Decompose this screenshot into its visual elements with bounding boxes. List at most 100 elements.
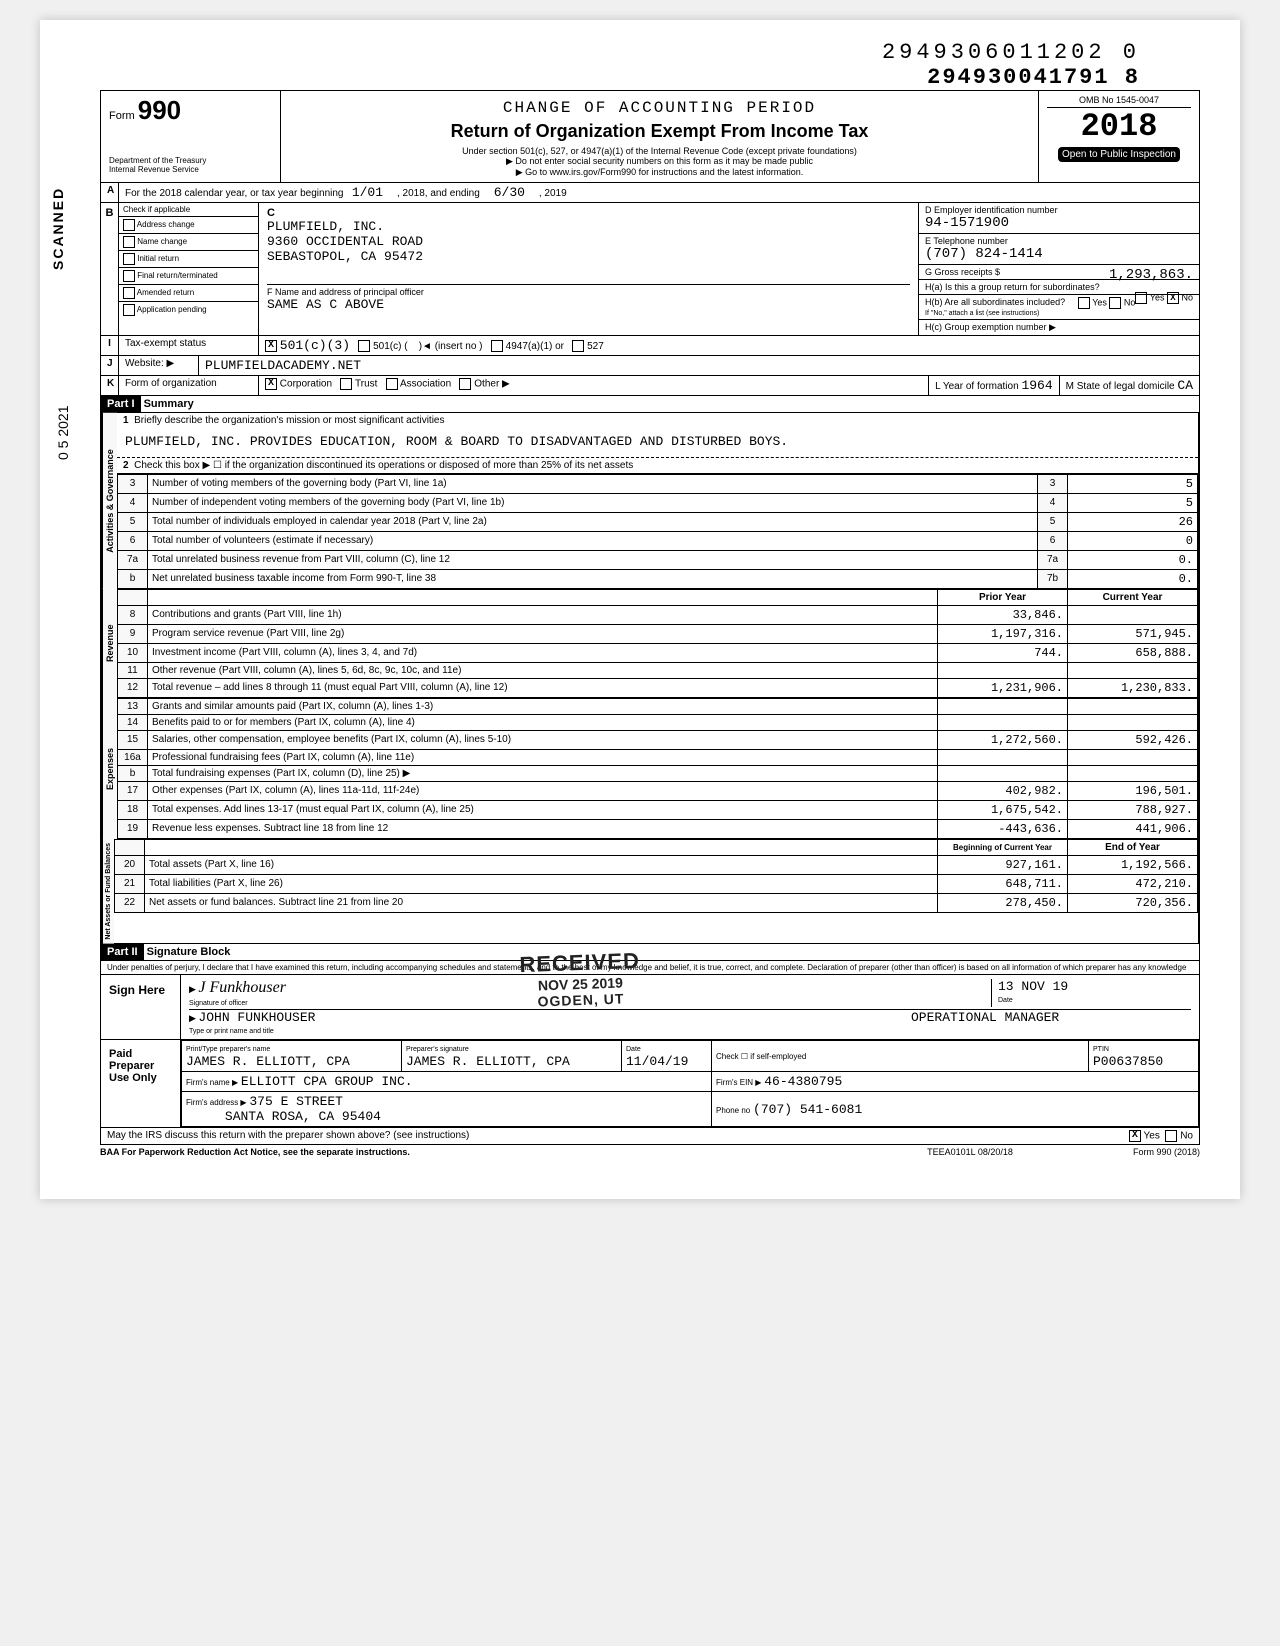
check-final[interactable]: Final return/terminated xyxy=(119,268,258,285)
paid-preparer-row: Paid Preparer Use Only Print/Type prepar… xyxy=(101,1040,1199,1127)
net-assets-group: Net Assets or Fund Balances Beginning of… xyxy=(101,839,1199,944)
discuss-no[interactable] xyxy=(1165,1130,1177,1142)
barcode-1: 2949306011202 0 xyxy=(100,40,1140,65)
g-label: G Gross receipts $ xyxy=(925,267,1000,277)
line-i: I Tax-exempt status X 501(c)(3) 501(c) (… xyxy=(100,336,1200,356)
revenue-vert-label: Revenue xyxy=(102,589,117,698)
check-if-applicable: Check if applicable Address change Name … xyxy=(119,203,259,335)
line-a-year2: , 2019 xyxy=(539,188,567,199)
gross-receipts-row: G Gross receipts $ 1,293,863. xyxy=(919,265,1199,280)
end-year-header: End of Year xyxy=(1068,839,1198,855)
line2-text: Check this box ▶ ☐ if the organization d… xyxy=(134,460,633,471)
tax-year-begin: 1/01 xyxy=(352,185,383,200)
barcode-numbers: 2949306011202 0 294930041791 8 xyxy=(100,40,1200,90)
hb-label: H(b) Are all subordinates included? xyxy=(925,297,1065,307)
check-amended[interactable]: Amended return xyxy=(119,285,258,302)
side-date-stamp: 0 5 2021 xyxy=(55,406,71,461)
e-label: E Telephone number xyxy=(925,236,1008,246)
form-990-page: SCANNED 0 5 2021 2949306011202 0 2949300… xyxy=(40,20,1240,1199)
begin-year-header: Beginning of Current Year xyxy=(938,839,1068,855)
subtitle-1: Under section 501(c), 527, or 4947(a)(1)… xyxy=(289,146,1030,156)
revenue-table: Prior Year Current Year 8Contributions a… xyxy=(117,589,1198,698)
accounting-period: CHANGE OF ACCOUNTING PERIOD xyxy=(289,99,1030,117)
line-a-letter: A xyxy=(101,183,119,202)
sig-date: 13 NOV 19 xyxy=(998,979,1068,994)
officer-sign-area: ▶ J Funkhouser Signature of officer 13 N… xyxy=(181,975,1199,1039)
corp-checkbox[interactable]: X xyxy=(265,378,277,390)
current-year-header: Current Year xyxy=(1068,589,1198,605)
ha-label: H(a) Is this a group return for subordin… xyxy=(925,282,1100,292)
form-org-options: X Corporation Trust Association Other ▶ xyxy=(259,376,928,395)
tax-exempt-options: X 501(c)(3) 501(c) ( )◄ (insert no ) 494… xyxy=(259,336,1199,355)
tax-year: 2018 xyxy=(1047,108,1191,145)
part-i-title: Summary xyxy=(144,398,194,410)
website-value: PLUMFIELDACADEMY.NET xyxy=(199,356,1199,375)
header-center: CHANGE OF ACCOUNTING PERIOD Return of Or… xyxy=(281,91,1039,182)
sign-here-row: Sign Here ▶ J Funkhouser Signature of of… xyxy=(101,975,1199,1040)
org-addr2: SEBASTOPOL, CA 95472 xyxy=(267,249,423,264)
mission-text: PLUMFIELD, INC. PROVIDES EDUCATION, ROOM… xyxy=(117,428,1198,458)
date-label: Date xyxy=(998,997,1013,1004)
line-a: A For the 2018 calendar year, or tax yea… xyxy=(100,183,1200,203)
form-label: Form xyxy=(109,110,135,122)
check-pending[interactable]: Application pending xyxy=(119,302,258,318)
website-label: Website: ▶ xyxy=(119,356,199,375)
discuss-yes[interactable]: X xyxy=(1129,1130,1141,1142)
check-address[interactable]: Address change xyxy=(119,217,258,234)
ein-row: D Employer identification number 94-1571… xyxy=(919,203,1199,234)
phone-value: (707) 824-1414 xyxy=(925,246,1043,262)
expenses-group: Expenses 13Grants and similar amounts pa… xyxy=(101,698,1199,839)
section-b: B Check if applicable Address change Nam… xyxy=(100,203,1200,336)
footer-row: BAA For Paperwork Reduction Act Notice, … xyxy=(100,1145,1200,1159)
paid-preparer-body: Print/Type preparer's nameJAMES R. ELLIO… xyxy=(181,1040,1199,1127)
teea-text: TEEA0101L 08/20/18 xyxy=(880,1147,1060,1157)
revenue-group: Revenue Prior Year Current Year 8Contrib… xyxy=(101,589,1199,698)
discuss-text: May the IRS discuss this return with the… xyxy=(101,1128,1123,1144)
form-org-label: Form of organization xyxy=(119,376,259,395)
check-name[interactable]: Name change xyxy=(119,234,258,251)
mission-label: Briefly describe the organization's miss… xyxy=(134,415,444,426)
501c3-checkbox[interactable]: X xyxy=(265,340,277,352)
expenses-vert-label: Expenses xyxy=(102,698,117,839)
form-header: Form 990 Department of the Treasury Inte… xyxy=(100,90,1200,183)
section-c-address: C PLUMFIELD, INC. 9360 OCCIDENTAL ROAD S… xyxy=(259,203,919,335)
part-i-summary: Part I Summary Activities & Governance 1… xyxy=(100,396,1200,944)
hc-row: H(c) Group exemption number ▶ xyxy=(919,320,1199,335)
form-number-box: Form 990 Department of the Treasury Inte… xyxy=(101,91,281,182)
f-label: F Name and address of principal officer xyxy=(267,287,424,297)
year-box: OMB No 1545-0047 2018 Open to Public Ins… xyxy=(1039,91,1199,182)
sign-here-label: Sign Here xyxy=(101,975,181,1039)
scanned-label: SCANNED xyxy=(50,187,66,270)
dept-label: Department of the Treasury Internal Reve… xyxy=(109,156,272,174)
phone-row: E Telephone number (707) 824-1414 xyxy=(919,234,1199,265)
ein-value: 94-1571900 xyxy=(925,215,1009,231)
governance-table: 3Number of voting members of the governi… xyxy=(117,474,1198,589)
omb-number: OMB No 1545-0047 xyxy=(1047,95,1191,108)
governance-group: Activities & Governance 1 Briefly descri… xyxy=(101,413,1199,589)
section-b-letter: B xyxy=(101,203,119,335)
c-label: C xyxy=(267,207,275,219)
tax-year-end: 6/30 xyxy=(494,185,525,200)
officer-title: OPERATIONAL MANAGER xyxy=(911,1010,1191,1035)
part-ii-signature: Part II Signature Block Under penalties … xyxy=(100,944,1200,1128)
section-b-right: D Employer identification number 94-1571… xyxy=(919,203,1199,335)
sig-label: Signature of officer xyxy=(189,1000,248,1007)
f-value: SAME AS C ABOVE xyxy=(267,297,384,312)
discuss-row: May the IRS discuss this return with the… xyxy=(100,1128,1200,1145)
paid-preparer-label: Paid Preparer Use Only xyxy=(101,1040,181,1127)
expenses-table: 13Grants and similar amounts paid (Part … xyxy=(117,698,1198,839)
name-title-label: Type or print name and title xyxy=(189,1028,274,1035)
line-a-content: For the 2018 calendar year, or tax year … xyxy=(119,183,1199,202)
net-vert-label: Net Assets or Fund Balances xyxy=(102,839,114,944)
subtitle-3: ▶ Go to www.irs.gov/Form990 for instruct… xyxy=(289,167,1030,178)
form-title: Return of Organization Exempt From Incom… xyxy=(289,121,1030,142)
line-j: J Website: ▶ PLUMFIELDACADEMY.NET xyxy=(100,356,1200,376)
tax-exempt-label: Tax-exempt status xyxy=(119,336,259,355)
d-label: D Employer identification number xyxy=(925,205,1058,215)
g-value: 1,293,863. xyxy=(1109,267,1193,283)
check-initial[interactable]: Initial return xyxy=(119,251,258,268)
hb-note: If "No," attach a list (see instructions… xyxy=(925,310,1039,317)
line-k: K Form of organization X Corporation Tru… xyxy=(100,376,1200,396)
prior-year-header: Prior Year xyxy=(938,589,1068,605)
line-a-mid: , 2018, and ending xyxy=(397,188,480,199)
